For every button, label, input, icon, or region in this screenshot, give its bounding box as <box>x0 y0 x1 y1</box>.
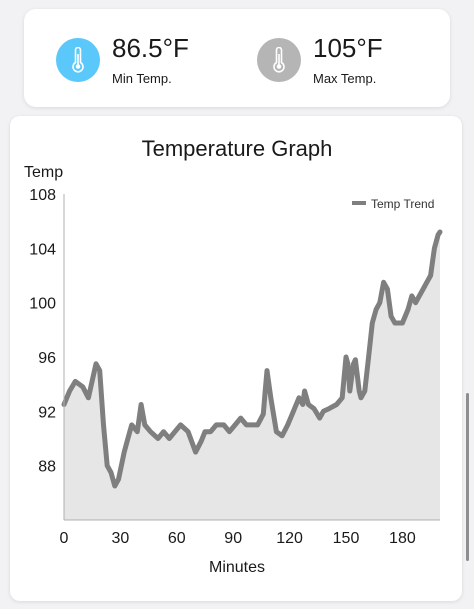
plot-area: 88 92 96 100 104 108 0 30 60 90 120 150 180 <box>29 187 443 547</box>
min-temp-label: Min Temp. <box>112 71 172 86</box>
y-tick-label: 108 <box>29 187 56 204</box>
max-temp-value: 105°F <box>313 33 383 63</box>
chart-title: Temperature Graph <box>142 136 333 161</box>
series-line <box>61 229 443 489</box>
x-tick-label: 60 <box>168 530 186 547</box>
y-tick-label: 96 <box>38 350 56 367</box>
chart-legend: Temp Trend <box>352 197 434 211</box>
x-tick-label: 0 <box>60 530 69 547</box>
legend-label: Temp Trend <box>371 197 434 211</box>
vertical-scrollbar[interactable] <box>466 393 469 561</box>
y-tick-label: 88 <box>38 459 56 476</box>
legend-swatch <box>352 201 366 205</box>
x-tick-label: 30 <box>112 530 130 547</box>
min-temp-icon-badge <box>56 38 100 82</box>
thermometer-icon <box>72 47 84 73</box>
series-area-fill <box>64 232 440 520</box>
y-tick-label: 92 <box>38 404 56 421</box>
y-tick-label: 104 <box>29 241 56 258</box>
max-temp-icon-badge <box>257 38 301 82</box>
min-temp-value: 86.5°F <box>112 33 189 63</box>
temperature-chart: Temperature Graph Temp Minutes 88 92 96 100… <box>24 136 443 576</box>
x-axis-label: Minutes <box>209 559 265 576</box>
temperature-stats-card: 86.5°F Min Temp. 105°F Max Temp. <box>24 9 450 107</box>
x-tick-label: 150 <box>333 530 360 547</box>
temperature-graph-card: Temperature Graph Temp Minutes 88 92 96 100… <box>10 116 462 601</box>
x-tick-label: 180 <box>389 530 416 547</box>
y-tick-label: 100 <box>29 296 56 313</box>
x-tick-label: 90 <box>224 530 242 547</box>
max-temp-label: Max Temp. <box>313 71 377 86</box>
thermometer-icon <box>273 47 285 73</box>
y-axis-label: Temp <box>24 164 63 181</box>
x-tick-label: 120 <box>276 530 303 547</box>
